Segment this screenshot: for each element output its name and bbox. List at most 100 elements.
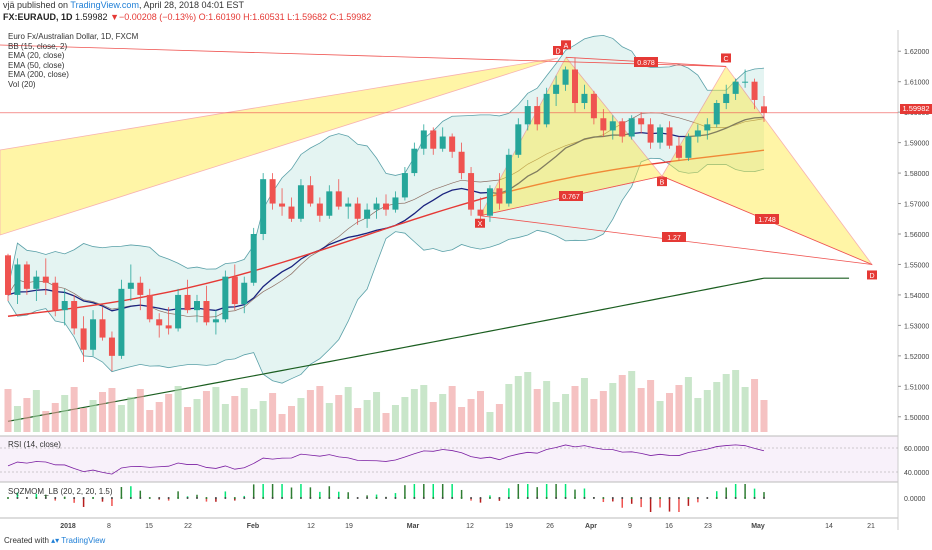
sqz-dot	[290, 497, 293, 499]
volume-bar	[325, 403, 333, 432]
sqz-dot	[734, 497, 737, 499]
volume-bar	[32, 390, 40, 432]
candle-body	[80, 328, 87, 350]
candle-body	[383, 203, 389, 210]
candle-body	[307, 185, 314, 204]
volume-bar	[410, 389, 418, 432]
volume-bar	[269, 393, 277, 432]
sqz-dot	[677, 497, 680, 499]
candle-body	[127, 282, 134, 289]
rsi-pane-bg	[0, 436, 898, 482]
candle-body	[430, 130, 437, 149]
volume-bar	[628, 371, 636, 432]
candle-body	[118, 288, 125, 356]
sqz-dot	[507, 497, 510, 499]
candle-body	[553, 84, 560, 94]
sqz-dot	[375, 497, 378, 499]
sqz-dot	[92, 497, 95, 499]
candle-body	[175, 294, 182, 329]
sqz-dot	[725, 497, 728, 499]
volume-bar	[4, 389, 12, 432]
candle-body	[23, 264, 30, 289]
candle-body	[609, 121, 616, 131]
sqz-dot	[394, 497, 397, 499]
sqz-dot	[25, 497, 28, 499]
x-tick-label: 16	[665, 523, 673, 530]
sqz-dot	[16, 497, 19, 499]
legend-line: Vol (20)	[8, 79, 36, 89]
ema50-line	[7, 149, 765, 317]
sqz-dot	[422, 497, 425, 499]
candle-body	[685, 136, 692, 158]
volume-bar	[108, 388, 116, 432]
volume-bar	[514, 376, 522, 432]
sqz-dot	[621, 497, 624, 499]
candle-body	[666, 127, 673, 146]
sqz-dot	[262, 497, 265, 499]
candle-body	[297, 185, 304, 219]
volume-bar	[637, 388, 645, 432]
sqz-dot	[129, 497, 132, 499]
volume-bar	[42, 411, 50, 432]
candle-body	[326, 191, 333, 216]
candle-body	[14, 264, 21, 295]
candle-body	[742, 81, 749, 83]
candle-body	[184, 294, 191, 311]
candle-body	[638, 118, 645, 125]
volume-bar	[391, 405, 399, 432]
harmonic-large-wedge	[0, 57, 559, 236]
x-tick-label: 14	[825, 523, 833, 530]
volume-bar	[344, 387, 352, 432]
sqz-dot	[54, 497, 57, 499]
candle-body	[108, 337, 115, 356]
volume-bar	[155, 402, 163, 432]
candle-body	[33, 276, 40, 289]
volume-bar	[363, 400, 371, 432]
sqz-dot	[763, 497, 765, 499]
sqz-dot	[696, 497, 699, 499]
volume-bar	[146, 410, 154, 432]
candle-body	[335, 191, 342, 207]
volume-bar	[543, 381, 551, 432]
volume-bar	[288, 406, 295, 432]
sqz-dot	[564, 497, 567, 499]
harmonic-top-line	[0, 44, 727, 67]
candle-body	[90, 319, 97, 350]
price-tick-label: 1.59000	[904, 141, 929, 148]
sqz-dot	[536, 497, 539, 499]
candle-body	[42, 276, 49, 283]
candle-body	[260, 179, 267, 234]
sqz-dot	[252, 497, 255, 499]
candle-body	[231, 276, 238, 305]
candle-body	[694, 130, 701, 137]
volume-bar	[647, 380, 655, 432]
volume-bar	[231, 396, 239, 432]
volume-bar	[297, 398, 305, 432]
candle-body	[647, 124, 654, 143]
volume-bar	[741, 387, 749, 432]
candle-body	[486, 188, 493, 216]
candle-body	[71, 301, 78, 329]
volume-bar	[99, 392, 106, 432]
sqz-dot	[687, 497, 690, 499]
volume-bar	[259, 401, 267, 432]
point-d-label: D	[869, 273, 874, 280]
sqz-dot	[63, 497, 66, 499]
volume-bar	[401, 397, 409, 432]
point-d-prev-label-bg	[553, 46, 563, 55]
candle-body	[534, 106, 541, 125]
volume-bar	[221, 404, 229, 432]
volume-bar	[136, 389, 144, 432]
candle-body	[477, 209, 484, 216]
sqz-dot	[347, 497, 350, 499]
volume-bar	[316, 386, 324, 432]
candle-body	[657, 127, 664, 143]
volume-bar	[590, 399, 598, 432]
price-tick-label: 1.51000	[904, 384, 929, 391]
candle-body	[524, 106, 531, 125]
sqz-dot	[498, 497, 501, 499]
sqz-dot	[7, 497, 9, 499]
candle-body	[505, 154, 512, 204]
x-tick-label: 23	[704, 523, 712, 530]
